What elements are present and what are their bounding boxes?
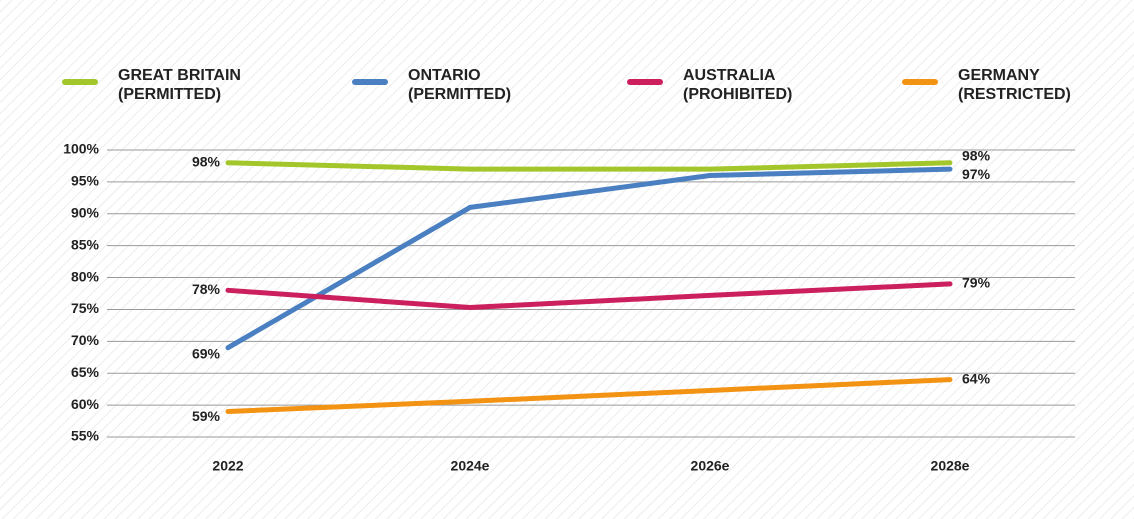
data-label: 79% bbox=[962, 275, 991, 291]
data-label: 78% bbox=[192, 281, 221, 297]
line bbox=[225, 377, 953, 414]
data-label: 59% bbox=[192, 408, 221, 424]
y-tick-label: 85% bbox=[71, 236, 100, 252]
y-tick-label: 95% bbox=[71, 173, 100, 189]
y-tick-label: 75% bbox=[71, 300, 100, 316]
y-tick-label: 100% bbox=[63, 141, 99, 157]
data-label: 98% bbox=[962, 147, 991, 163]
data-label: 64% bbox=[962, 370, 991, 386]
legend-label: ONTARIO (PERMITTED) bbox=[408, 67, 512, 103]
legend-label: GERMANY (RESTRICTED) bbox=[958, 67, 1071, 103]
x-tick-label: 2022 bbox=[212, 458, 243, 474]
data-label: 69% bbox=[192, 345, 221, 361]
x-tick-label: 2028e bbox=[931, 458, 970, 474]
y-tick-label: 90% bbox=[71, 204, 100, 220]
y-tick-label: 80% bbox=[71, 268, 100, 284]
legend-label: AUSTRALIA (PROHIBITED) bbox=[683, 67, 793, 103]
line bbox=[225, 281, 953, 311]
data-label: 97% bbox=[962, 166, 991, 182]
x-tick-label: 2026e bbox=[691, 458, 730, 474]
data-label: 98% bbox=[192, 153, 221, 169]
line bbox=[225, 166, 953, 351]
line bbox=[225, 160, 953, 172]
y-tick-label: 70% bbox=[71, 332, 100, 348]
x-tick-label: 2024e bbox=[451, 458, 490, 474]
y-tick-label: 60% bbox=[71, 396, 100, 412]
y-tick-label: 55% bbox=[71, 428, 100, 444]
y-tick-label: 65% bbox=[71, 364, 100, 380]
legend-label: GREAT BRITAIN (PERMITTED) bbox=[118, 67, 241, 103]
